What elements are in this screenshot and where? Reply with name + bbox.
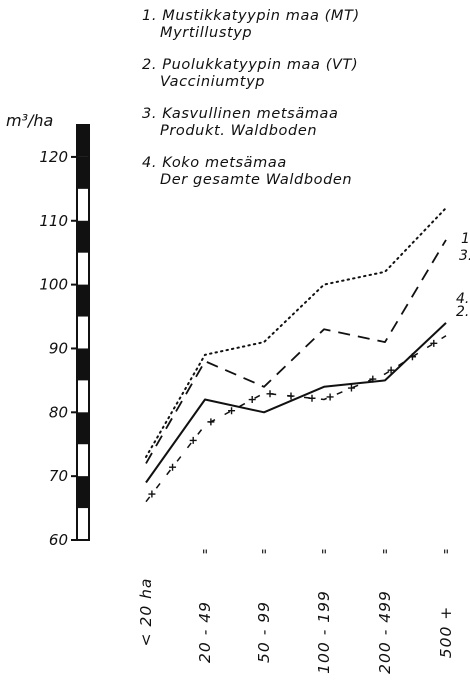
y-axis-bar-segment <box>77 284 89 317</box>
x-tick-label: 500 + <box>437 606 455 659</box>
y-axis-label: m³/ha <box>6 111 53 130</box>
series-2-cross-marker <box>430 339 438 347</box>
series-2-cross-marker <box>308 394 316 402</box>
series-end-label-4: 4. <box>456 291 469 307</box>
x-tick-label: 50 - 99 <box>255 601 273 663</box>
series-line-1 <box>145 207 447 458</box>
series-2-cross-marker <box>326 393 334 401</box>
legend-entry-1-translation: Myrtillustyp <box>160 25 252 41</box>
series-2-cross-marker <box>169 463 177 471</box>
series-labels: 1. 2. 3. 4. <box>456 231 470 320</box>
legend-entry-1: 1. Mustikkatyypin maa (MT) <box>142 8 360 24</box>
legend-entry-3-translation: Produkt. Waldboden <box>160 123 317 139</box>
y-tick-label: 60 <box>49 531 68 549</box>
y-axis-bar-segment <box>77 348 89 381</box>
y-axis-bar-segment <box>77 220 89 253</box>
x-tick-label: < 20 ha <box>137 578 155 647</box>
y-tick-label: 80 <box>49 403 68 421</box>
y-axis-bar-segment <box>77 125 89 157</box>
y-tick-label: 100 <box>39 276 68 294</box>
legend: 1. Mustikkatyypin maa (MT)Myrtillustyp 2.… <box>142 8 360 188</box>
legend-entry-3: 3. Kasvullinen metsämaa <box>142 106 339 122</box>
series-2-cross-marker <box>248 396 256 404</box>
y-axis-bar-segment <box>77 156 89 189</box>
y-axis-bar-segment <box>77 476 89 509</box>
series-2-cross-marker <box>189 436 197 444</box>
series-2-cross-marker <box>347 384 355 392</box>
y-axis: 60 70 80 90 100 110 120 <box>39 124 90 549</box>
legend-entry-2: 2. Puolukkatyypin maa (VT) <box>142 57 358 73</box>
x-tick-label: 20 - 49 <box>196 601 214 663</box>
legend-entry-2-translation: Vacciniumtyp <box>160 74 265 90</box>
x-tick-label: 200 - 499 <box>376 590 394 674</box>
ditto-mark: " <box>261 548 267 564</box>
legend-entry-4-translation: Der gesamte Waldboden <box>160 172 352 188</box>
y-tick-label: 90 <box>49 339 68 357</box>
y-tick-label: 120 <box>39 148 68 166</box>
ditto-mark: " <box>382 548 388 564</box>
y-tick-label: 110 <box>39 212 68 230</box>
series-lines <box>145 207 447 503</box>
y-tick-label: 70 <box>49 467 68 485</box>
series-2-cross-marker <box>207 418 215 426</box>
series-2-cross-marker <box>148 490 156 498</box>
series-end-label-2: 2. <box>456 304 469 320</box>
series-line-3 <box>145 239 447 464</box>
series-2-cross-marker <box>387 366 395 374</box>
ditto-mark: " <box>202 548 208 564</box>
legend-entry-4: 4. Koko metsämaa <box>142 155 287 171</box>
y-axis-bar-segment <box>77 412 89 445</box>
series-2-cross-marker <box>287 392 295 400</box>
series-2-cross-marker <box>228 407 236 415</box>
series-2-cross-marker <box>266 390 274 398</box>
ditto-mark: " <box>443 548 449 564</box>
x-axis-labels: < 20 ha 20 - 49 50 - 99 100 - 199 200 - 499 5… <box>137 578 455 674</box>
ditto-marks: " " " " " <box>202 548 449 564</box>
series-end-label-1: 1. <box>461 231 470 247</box>
series-end-label-3: 3. <box>459 248 470 264</box>
x-tick-label: 100 - 199 <box>315 590 333 674</box>
ditto-mark: " <box>321 548 327 564</box>
series-line-4 <box>145 322 447 484</box>
